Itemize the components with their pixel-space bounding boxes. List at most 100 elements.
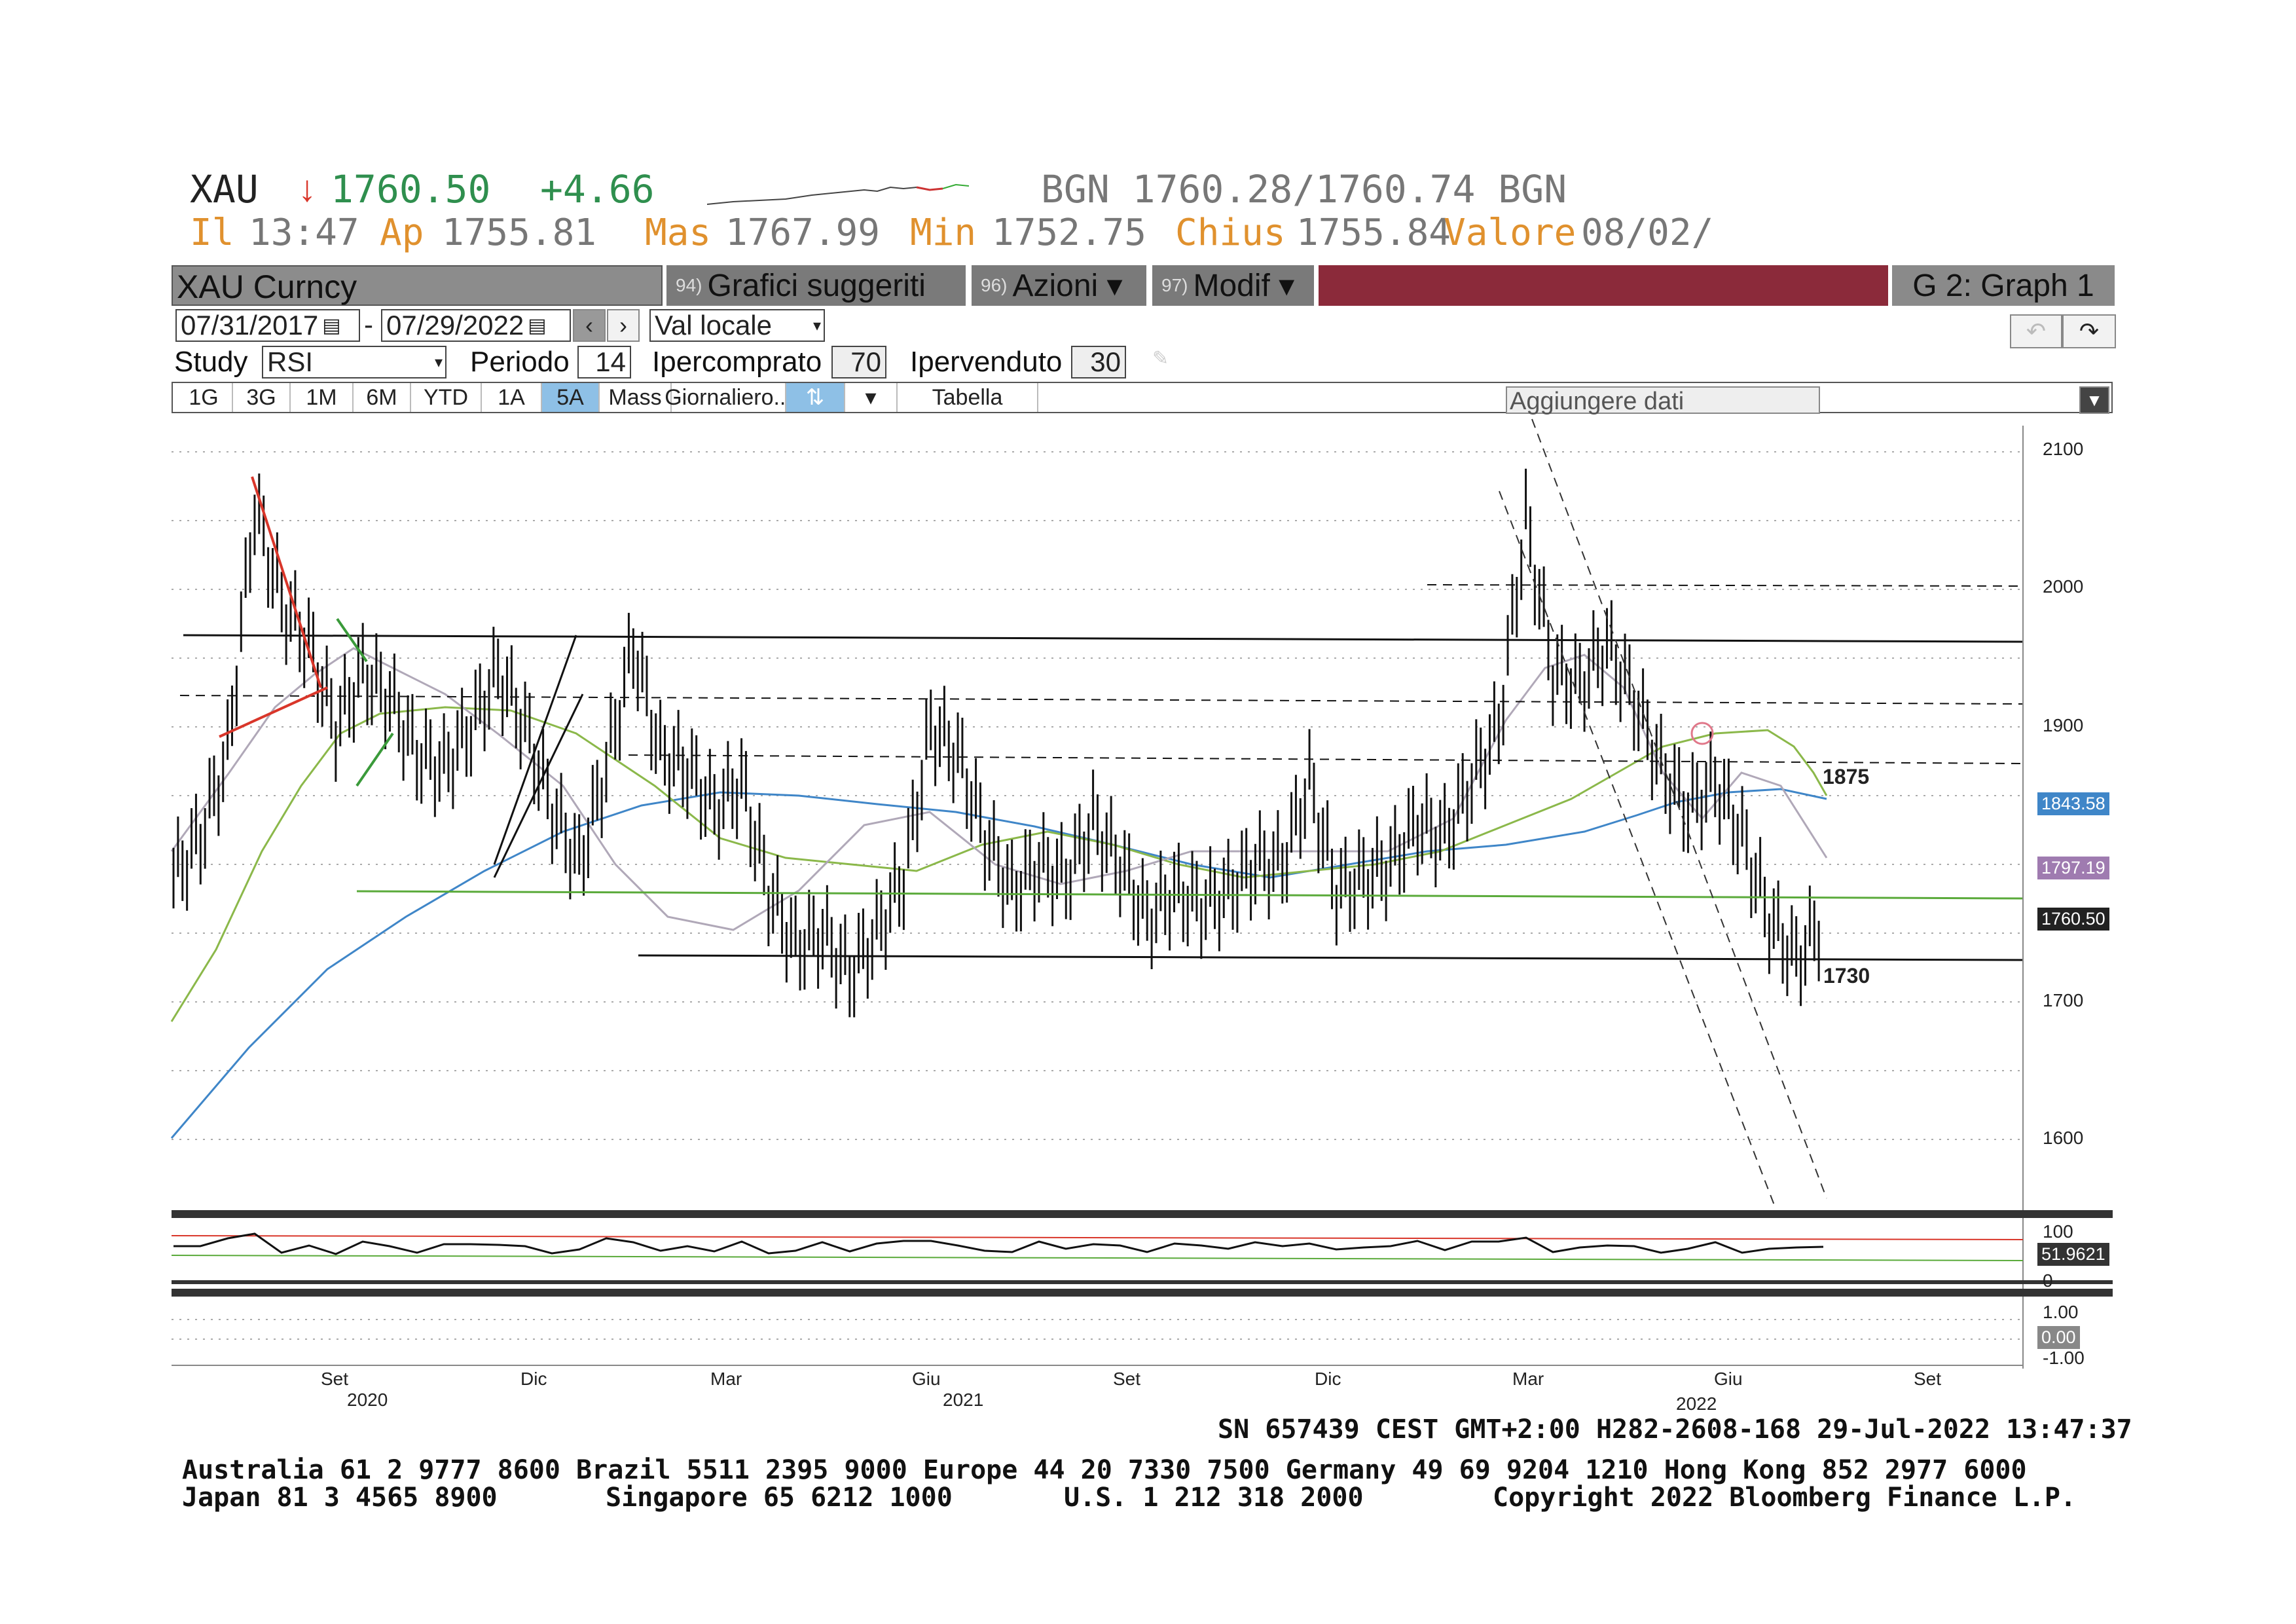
downtrend-dashed-2 [1499,490,1775,1206]
rsi-overbought-line [171,1235,2024,1240]
x-tick: Dic [1315,1369,1341,1389]
downtrend-dashed-1 [1531,418,1827,1199]
prev-period-button[interactable]: ‹ [573,309,606,342]
contact-line-1: Australia 61 2 9777 8600 Brazil 5511 239… [182,1455,2027,1485]
overbought-input[interactable]: 70 [831,346,886,378]
x-tick: Giu [912,1369,941,1389]
open-value: 1755.81 [442,212,597,254]
menu-label: Grafici suggeriti [707,268,926,303]
resistance-line [183,634,2024,643]
chevron-down-icon: ▾ [812,316,821,335]
y-tick: 1900 [2043,715,2084,735]
rsi-panel-bottom [172,1280,2113,1284]
bid-ask: BGN 1760.28/1760.74 BGN [1041,167,1567,212]
edit-menu[interactable]: 97) Modif ▾ [1152,265,1316,306]
year-label: 2020 [347,1390,388,1410]
high-label: Mas [645,212,712,254]
copyright: Copyright 2022 Bloomberg Finance L.P. [1493,1483,2077,1513]
rsi-line [173,1232,1824,1255]
wedge-line-2 [493,693,584,878]
tab-giornaliero-[interactable]: Giornaliero... [665,383,792,412]
session-info: SN 657439 CEST GMT+2:00 H282-2608-168 29… [1218,1414,2132,1445]
value-label: Valore [1444,212,1576,254]
add-data-field[interactable]: Aggiungere dati [1506,386,1820,415]
calendar-icon[interactable]: ▤ [322,314,341,337]
actions-menu[interactable]: 96) Azioni ▾ [972,265,1148,306]
level-label-1875: 1875 [1823,765,1870,788]
rsi-panel-border [172,1210,2113,1218]
y-tick: 2100 [2043,439,2084,459]
currency-select[interactable]: Val locale ▾ [649,309,825,342]
date-to-value: 07/29/2022 [386,310,524,341]
panel3-top [172,1289,2113,1297]
down-arrow-icon: ↓ [298,168,316,209]
low-label: Min [910,212,977,254]
tab-1a[interactable]: 1A [482,383,542,412]
oversold-input[interactable]: 30 [1071,346,1126,378]
chevron-down-icon[interactable]: ▾ [845,383,898,412]
date-from-field[interactable]: 07/31/2017 ▤ [175,309,360,342]
undo-icon[interactable]: ↶ [2010,314,2062,348]
calendar-icon[interactable]: ▤ [528,314,547,337]
study-select[interactable]: RSI ▾ [262,346,446,378]
chart-type-icon[interactable]: ⇅ [786,383,845,412]
level-label-1730: 1730 [1823,964,1870,987]
tab-1g[interactable]: 1G [175,383,233,412]
sparkline-icon [707,183,969,205]
x-tick: Set [1914,1369,1942,1389]
period-input[interactable]: 14 [577,346,631,378]
x-tick: Dic [520,1369,547,1389]
panel3-value-tag: 0.00 [2037,1326,2080,1349]
panel3-tick: 1.00 [2043,1302,2079,1322]
tab-1m[interactable]: 1M [291,383,354,412]
contact-singapore: Singapore 65 6212 1000 [606,1483,953,1513]
next-period-button[interactable]: › [607,309,640,342]
high-value: 1767.99 [725,212,881,254]
graph-selector[interactable]: G 2: Graph 1 [1892,265,2115,306]
y-tick: 2000 [2043,576,2084,597]
tab-5a[interactable]: 5A [542,383,600,412]
x-tick: Set [1113,1369,1141,1389]
suggested-charts-menu[interactable]: 94) Grafici suggeriti [666,265,968,306]
x-tick: Giu [1714,1369,1743,1389]
price-tag-ma-blue: 1843.58 [2037,792,2109,815]
overbought-label: Ipercomprato [652,346,822,378]
tab-mass[interactable]: Mass [600,383,672,412]
green-triangle-line [336,618,368,663]
red-triangle-line-2 [219,686,328,738]
tab-6m[interactable]: 6M [354,383,411,412]
contact-japan: Japan 81 3 4565 8900 [182,1483,498,1513]
tab-tabella[interactable]: Tabella [898,383,1038,412]
chevron-down-icon: ▾ [434,353,443,371]
tab-ytd[interactable]: YTD [411,383,482,412]
low-value: 1752.75 [992,212,1147,254]
panel3-tick: -1.00 [2043,1348,2085,1368]
tab-3g[interactable]: 3G [233,383,291,412]
pencil-icon[interactable]: ✎ [1152,348,1169,369]
security-name: XAU Curncy [177,268,357,305]
menu-label: Azioni ▾ [1012,268,1123,303]
dashed-line-1875 [628,754,2024,764]
time-value: 13:47 [249,212,359,254]
menu-number: 96) [981,275,1008,295]
green-channel-line [355,732,394,787]
red-triangle-line-1 [251,476,322,688]
last-price: 1760.50 [331,167,491,212]
date-from-value: 07/31/2017 [181,310,319,341]
oversold-label: Ipervenduto [910,346,1063,378]
date-separator: - [364,309,373,340]
ma-grey-line [170,647,1828,931]
date-to-field[interactable]: 07/29/2022 ▤ [381,309,571,342]
ticker: XAU [190,167,259,212]
support-line-1730 [638,954,2024,961]
ma-green-line [170,706,1828,1022]
redo-icon[interactable]: ↷ [2062,314,2116,348]
security-field[interactable]: XAU Curncy [172,265,663,306]
open-label: Ap [380,212,424,254]
close-value: 1755.84 [1296,212,1451,254]
study-value: RSI [267,346,314,377]
dashed-line-1920 [179,695,2024,705]
net-change: +4.66 [540,167,655,212]
dropdown-menu-icon[interactable]: ▼ [2079,386,2109,414]
